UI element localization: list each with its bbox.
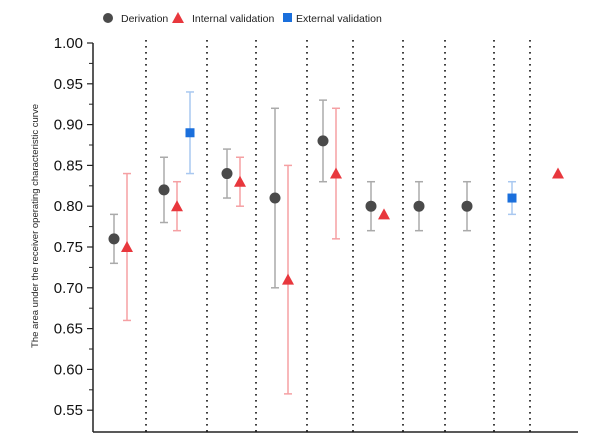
internal-validation-point <box>121 241 133 252</box>
derivation-point <box>269 192 281 204</box>
legend: Derivation Internal validation External … <box>103 12 382 25</box>
derivation-point <box>221 168 233 180</box>
y-tick-label: 0.55 <box>54 402 83 419</box>
derivation-point <box>461 200 473 212</box>
data-marks <box>108 91 564 395</box>
internal-validation-point <box>330 167 342 179</box>
legend-external-label: External validation <box>296 13 382 25</box>
internal-validation-point <box>378 208 390 220</box>
internal-validation-point <box>234 175 246 187</box>
external-validation-point <box>185 128 195 138</box>
y-tick-label: 0.70 <box>54 280 83 297</box>
derivation-point <box>413 200 425 212</box>
y-tick-label: 1.00 <box>54 35 83 52</box>
derivation-point <box>317 135 329 147</box>
y-tick-label: 0.95 <box>54 76 83 93</box>
y-tick-label: 0.80 <box>54 198 83 215</box>
external-validation-point <box>507 193 517 203</box>
internal-validation-point <box>171 200 183 212</box>
legend-derivation-marker <box>103 13 113 23</box>
derivation-point <box>108 233 120 245</box>
y-tick-label: 0.75 <box>54 239 83 256</box>
group-separators <box>145 40 531 432</box>
y-tick-label: 0.60 <box>54 361 83 378</box>
legend-derivation-label: Derivation <box>121 13 168 25</box>
derivation-point <box>158 184 170 196</box>
axes: 1.00 0.95 0.90 0.85 0.80 0.75 0.70 0.65 0.60 0.55 <box>54 35 578 433</box>
legend-external-marker <box>283 13 292 22</box>
y-tick-label: 0.85 <box>54 157 83 174</box>
legend-internal-label: Internal validation <box>192 13 274 25</box>
internal-validation-point <box>552 167 564 179</box>
y-axis-label: The area under the receiver operating ch… <box>30 104 41 348</box>
derivation-point <box>365 200 377 212</box>
y-tick-label: 0.90 <box>54 117 83 134</box>
internal-validation-point <box>282 273 294 285</box>
y-tick-label: 0.65 <box>54 321 83 338</box>
legend-internal-marker <box>172 12 184 23</box>
